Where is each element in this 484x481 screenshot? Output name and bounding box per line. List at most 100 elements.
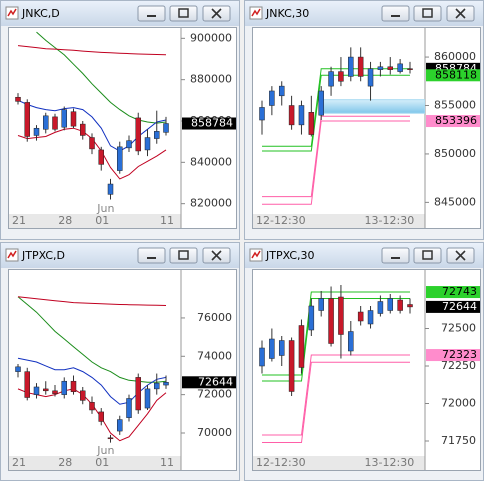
candle-body <box>259 347 265 367</box>
restore-button[interactable] <box>169 5 198 22</box>
candle-body <box>98 149 104 165</box>
indicator-line <box>36 31 167 124</box>
indicator-line <box>262 298 410 382</box>
minimize-button[interactable] <box>137 247 166 264</box>
candle-body <box>298 105 305 126</box>
candle-body <box>387 66 394 70</box>
y-tick-label: 70000 <box>197 426 232 439</box>
candle-body <box>52 116 58 130</box>
candle-body <box>288 105 295 126</box>
candle-body <box>377 301 384 314</box>
candle-body <box>318 298 324 311</box>
candle-body <box>24 371 30 398</box>
restore-button[interactable] <box>413 5 442 22</box>
indicator-line <box>17 45 167 56</box>
minimize-button[interactable] <box>137 5 166 22</box>
x-axis-strip <box>253 214 425 228</box>
button-face <box>137 247 166 264</box>
candle-body <box>61 380 67 395</box>
indicator-line <box>262 74 410 152</box>
restore-button[interactable] <box>169 247 198 264</box>
candle-body <box>367 310 374 325</box>
candle-body <box>338 296 344 335</box>
candle-body <box>52 390 58 394</box>
y-tick-label: 72250 <box>441 359 476 372</box>
candle-body <box>15 366 21 372</box>
indicator-line <box>262 115 410 198</box>
chart-panel <box>252 27 481 229</box>
title-bar <box>245 243 483 268</box>
price-label: 72743 <box>442 285 477 298</box>
indicator-line <box>262 68 410 147</box>
minimize-button[interactable] <box>381 247 410 264</box>
price-label-box <box>182 117 236 130</box>
price-label-box <box>182 376 236 389</box>
candle-body <box>126 140 132 149</box>
restore-button[interactable] <box>413 247 442 264</box>
price-label-box <box>426 69 480 82</box>
candle-body <box>70 380 77 393</box>
candle-body <box>154 382 160 390</box>
close-button[interactable] <box>446 5 475 22</box>
candle-body <box>348 56 354 77</box>
y-tick-label: 900000 <box>190 31 232 44</box>
candle-body <box>397 63 403 72</box>
candle-body <box>107 437 114 440</box>
window-title: JNKC,30 <box>265 7 309 20</box>
window-title: JTPXC,30 <box>265 249 315 262</box>
close-button[interactable] <box>202 5 231 22</box>
candle-body <box>89 402 95 411</box>
indicator-line <box>17 296 167 383</box>
minimize-button[interactable] <box>381 5 410 22</box>
y-tick-label: 840000 <box>190 155 232 168</box>
button-glyph <box>455 250 466 261</box>
window-icon-glyph <box>7 250 17 259</box>
plot-area <box>259 47 425 205</box>
y-tick-label: 72500 <box>441 322 476 335</box>
candle-body <box>126 398 132 418</box>
candle-body <box>70 111 77 127</box>
button-face <box>381 247 410 264</box>
price-label-box <box>426 115 480 128</box>
y-tick-label: 860000 <box>434 50 476 63</box>
candle-body <box>308 112 315 135</box>
window-icon-glyph <box>251 8 261 17</box>
candle-body <box>259 107 265 121</box>
x-tick-label: 21 <box>12 214 26 227</box>
plot-area <box>15 31 169 200</box>
button-glyph <box>422 250 433 260</box>
price-label-box <box>426 286 480 299</box>
chart-window: JNKC,30 860000 855000 850000 845000 12-12:30 1… <box>244 0 484 240</box>
y-tick-label: 880000 <box>190 73 232 86</box>
window-icon-glyph <box>7 8 17 17</box>
candle-body <box>15 96 21 102</box>
candle-body <box>163 123 169 133</box>
candle-body <box>135 117 141 152</box>
x-tick-label: 13-12:30 <box>365 214 415 227</box>
candle-body <box>144 137 151 151</box>
candle-body <box>318 90 324 116</box>
button-glyph <box>178 250 189 260</box>
window-title: JTPXC,D <box>21 249 65 262</box>
button-face <box>169 247 198 264</box>
candle-body <box>80 123 86 136</box>
candle-body <box>269 90 275 106</box>
price-label: 858118 <box>435 68 477 81</box>
candle-body <box>357 311 364 322</box>
price-label-box <box>426 349 480 362</box>
button-glyph <box>455 8 466 19</box>
candle-body <box>328 71 334 87</box>
candle-body <box>98 411 104 422</box>
indicator-line <box>262 361 410 443</box>
price-label-box <box>426 300 480 313</box>
y-tick-label: 845000 <box>434 195 476 208</box>
chart-panel <box>8 269 237 471</box>
close-button[interactable] <box>446 247 475 264</box>
close-button[interactable] <box>202 247 231 264</box>
chart-window: JNKC,D9000008800008600008400008200002128… <box>0 0 240 240</box>
candle-body <box>154 131 160 139</box>
x-tick-label: 28 <box>58 456 72 469</box>
indicator-line <box>17 296 167 306</box>
y-tick-label: 72000 <box>197 388 232 401</box>
